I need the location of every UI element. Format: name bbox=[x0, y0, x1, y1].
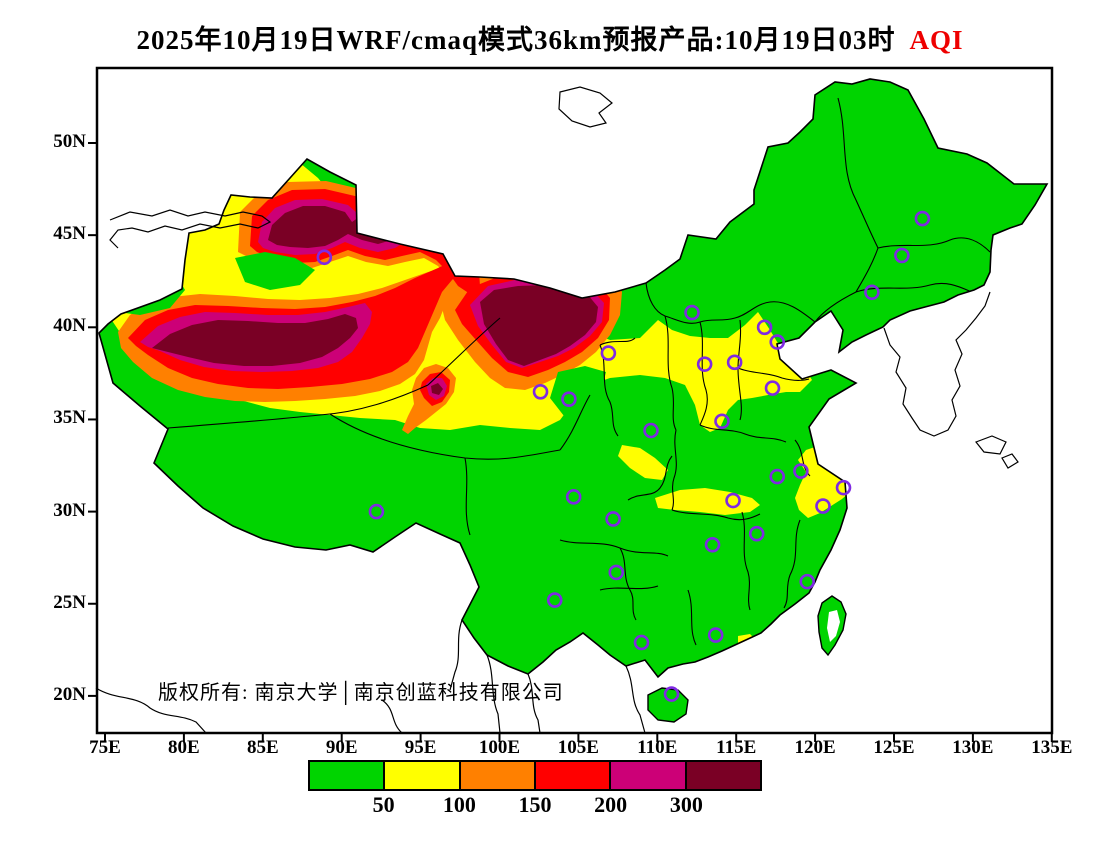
neighbor-outlines bbox=[95, 86, 1019, 734]
india-border-line bbox=[95, 687, 207, 734]
city-marker bbox=[368, 503, 385, 520]
x-tick-label: 85E bbox=[246, 737, 279, 758]
city-marker bbox=[726, 354, 743, 371]
city-marker bbox=[707, 627, 724, 643]
city-marker bbox=[815, 498, 831, 514]
legend-cell bbox=[611, 762, 687, 789]
city-marker bbox=[608, 564, 625, 581]
x-tick-label: 90E bbox=[325, 737, 358, 758]
city-marker bbox=[769, 468, 786, 485]
contour-green-tianshan-pocket bbox=[235, 252, 315, 290]
city-marker bbox=[600, 345, 617, 361]
legend-cell bbox=[385, 762, 461, 789]
city-marker bbox=[633, 634, 650, 651]
city-marker bbox=[864, 284, 880, 301]
city-marker bbox=[764, 380, 781, 396]
city-marker bbox=[835, 479, 852, 496]
x-tick-label: 110E bbox=[637, 737, 678, 758]
city-marker bbox=[546, 592, 563, 608]
city-marker bbox=[756, 319, 773, 336]
taiwan-interior-mask bbox=[827, 610, 840, 642]
y-tick-label: 30N bbox=[53, 499, 86, 521]
x-tick-label: 105E bbox=[557, 737, 599, 758]
lake-baikal-outline bbox=[558, 86, 613, 128]
legend-threshold-label: 100 bbox=[442, 792, 476, 817]
x-tick-label: 95E bbox=[404, 737, 437, 758]
legend-threshold-label: 300 bbox=[669, 792, 703, 817]
page-title: 2025年10月19日WRF/cmaq模式36km预报产品:10月19日03时 A… bbox=[0, 18, 1100, 57]
x-tick-label: 135E bbox=[1031, 737, 1073, 758]
contour-yellow-yunnan-small bbox=[395, 556, 425, 570]
city-marker bbox=[748, 525, 765, 542]
city-marker bbox=[561, 391, 577, 407]
x-tick-label: 130E bbox=[952, 737, 994, 758]
aqi-color-legend bbox=[308, 760, 762, 791]
vietnam-border-line bbox=[527, 673, 541, 734]
contour-maroon-junggar bbox=[268, 206, 400, 248]
x-tick-label: 125E bbox=[873, 737, 915, 758]
japan-islet-outline-2 bbox=[1001, 453, 1019, 469]
city-marker bbox=[643, 422, 659, 439]
city-marker bbox=[663, 686, 680, 702]
x-tick-label: 115E bbox=[716, 737, 757, 758]
contour-maroon-qaidam bbox=[431, 383, 443, 395]
legend-cell bbox=[310, 762, 386, 789]
legend-threshold-label: 150 bbox=[518, 792, 552, 817]
legend-cell bbox=[686, 762, 760, 789]
map-frame bbox=[95, 66, 1054, 735]
title-text: 2025年10月19日WRF/cmaq模式36km预报产品:10月19日03时 bbox=[136, 25, 896, 55]
province-borders bbox=[167, 97, 991, 646]
city-marker bbox=[894, 247, 910, 264]
city-marker bbox=[316, 249, 333, 266]
title-variable-aqi: AQI bbox=[909, 25, 964, 55]
x-tick-label: 100E bbox=[478, 737, 521, 758]
china-outline bbox=[98, 78, 1049, 679]
city-marker bbox=[714, 413, 730, 430]
axis-ticks bbox=[88, 142, 1053, 742]
lake-balkhash-outline bbox=[109, 209, 272, 249]
city-marker bbox=[532, 384, 549, 400]
city-marker bbox=[605, 511, 621, 527]
city-marker bbox=[914, 210, 931, 227]
vietnam-coast-line bbox=[625, 665, 646, 734]
legend-threshold-label: 200 bbox=[594, 792, 628, 817]
y-tick-label: 45N bbox=[53, 223, 86, 245]
myanmar-border-line bbox=[449, 619, 463, 691]
city-marker bbox=[769, 334, 786, 350]
contour-yellow-shaanxi bbox=[618, 445, 668, 480]
contour-maroon-tarim bbox=[152, 314, 358, 366]
legend-threshold-label: 50 bbox=[372, 792, 395, 817]
korea-peninsula-outline bbox=[883, 291, 991, 437]
x-tick-label: 75E bbox=[89, 737, 121, 758]
bangladesh-border-line bbox=[381, 699, 403, 734]
contour-maroon-ejina bbox=[480, 285, 598, 366]
city-marker bbox=[696, 356, 713, 372]
city-marker bbox=[704, 536, 721, 553]
legend-cell bbox=[460, 762, 536, 789]
y-tick-label: 40N bbox=[53, 315, 86, 337]
hainan-island bbox=[647, 687, 689, 723]
copyright-text: 版权所有: 南京大学│南京创蓝科技有限公司 bbox=[158, 682, 564, 704]
city-marker bbox=[799, 573, 816, 590]
city-marker bbox=[725, 492, 741, 509]
city-marker bbox=[793, 463, 809, 479]
city-marker bbox=[684, 304, 700, 321]
y-tick-label: 35N bbox=[53, 407, 86, 429]
city-markers-group bbox=[316, 210, 931, 702]
x-tick-label: 80E bbox=[168, 737, 200, 758]
city-marker bbox=[565, 489, 582, 505]
x-tick-label: 120E bbox=[794, 737, 836, 758]
y-tick-label: 25N bbox=[53, 591, 86, 613]
legend-cell bbox=[535, 762, 612, 789]
y-tick-label: 50N bbox=[53, 131, 86, 152]
y-tick-label: 20N bbox=[53, 683, 86, 705]
japan-islet-outline bbox=[975, 435, 1007, 455]
laos-border-line bbox=[486, 654, 501, 734]
